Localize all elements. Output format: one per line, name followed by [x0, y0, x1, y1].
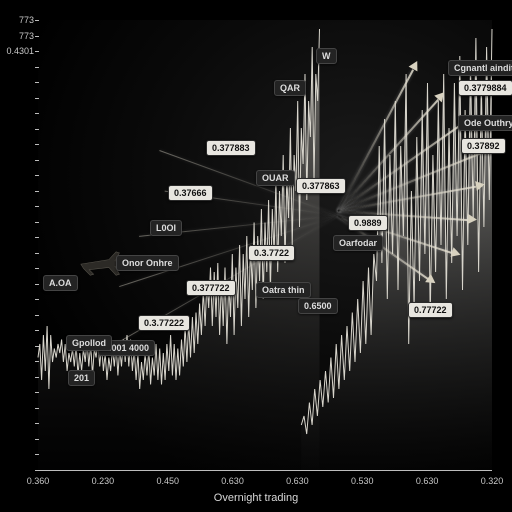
x-tick-label: 0.450 — [156, 476, 179, 486]
value-callout: OUAR — [256, 170, 295, 186]
x-tick-label: 0.230 — [92, 476, 115, 486]
value-callout: Cgnantl ainditen — [448, 60, 512, 76]
x-tick-label: 0.320 — [481, 476, 504, 486]
value-callout: Oarfodar — [333, 235, 383, 251]
overnight-trading-chart: 0.3779884 Cgnantl ainditen 0.37892 Ode Outh… — [0, 0, 512, 512]
x-tick-label: 0.630 — [221, 476, 244, 486]
value-callout: Oatra thin — [256, 282, 311, 298]
y-tick-label: 773 — [0, 15, 34, 25]
plot-area: 0.3779884Cgnantl ainditen0.37892Ode Outh… — [38, 20, 492, 470]
value-callout: QAR — [274, 80, 306, 96]
value-callout: A.OA — [43, 275, 78, 291]
x-tick-label: 0.630 — [416, 476, 439, 486]
x-axis-title: Overnight trading — [214, 492, 298, 504]
x-tick-label: 0.630 — [286, 476, 309, 486]
value-callout: 0.377863 — [296, 178, 346, 194]
value-callout: 0.377722 — [186, 280, 236, 296]
value-callout: 0.377883 — [206, 140, 256, 156]
x-tick-label: 0.360 — [27, 476, 50, 486]
x-tick-label: 0.530 — [351, 476, 374, 486]
value-callout: 0.3.77222 — [138, 315, 190, 331]
value-callout: Ode Outhry — [458, 115, 512, 131]
value-callout: 0.3779884 — [458, 80, 512, 96]
x-axis-line — [38, 470, 492, 471]
value-callout: 0.77722 — [408, 302, 453, 318]
value-callout: L0OI — [150, 220, 182, 236]
y-tick-label: 773 — [0, 31, 34, 41]
y-tick-label: 0.4301 — [0, 46, 34, 56]
value-callout: Gpollod — [66, 335, 112, 351]
value-callout: W — [316, 48, 337, 64]
value-callout: Onor Onhre — [116, 255, 179, 271]
value-callout: 0.9889 — [348, 215, 388, 231]
value-callout: 0.37892 — [461, 138, 506, 154]
value-callout: 0.6500 — [298, 298, 338, 314]
value-callout: 0.37666 — [168, 185, 213, 201]
value-callout: 0.3.7722 — [248, 245, 295, 261]
value-callout: 201 — [68, 370, 95, 386]
